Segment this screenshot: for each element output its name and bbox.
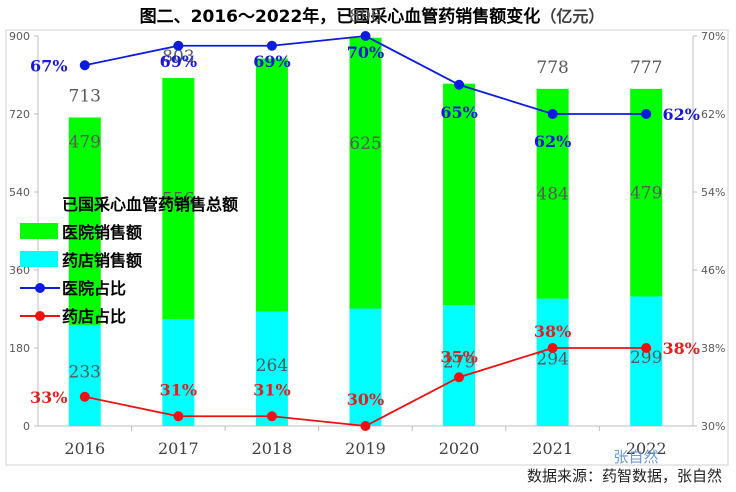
x-tick-label: 2018 (252, 439, 293, 458)
legend-entry-label: 医院占比 (62, 279, 126, 298)
pharmacy-sales-label: 279 (443, 353, 475, 373)
y-left-tick-label: 540 (9, 186, 30, 199)
legend-dot-marker (35, 311, 45, 321)
total-sales-label: 777 (630, 58, 662, 78)
watermark: 张自然 (613, 448, 658, 466)
x-tick-label: 2021 (532, 439, 573, 458)
y-left-tick-label: 180 (9, 342, 30, 355)
bar-pharmacy-sales (68, 325, 101, 426)
pharmacy-sales-label: 294 (536, 349, 568, 369)
bar-hospital-sales (162, 78, 195, 319)
x-tick-label: 2022 (626, 439, 667, 458)
total-sales-label: 896 (349, 7, 381, 27)
y-left-tick-label: 0 (23, 420, 30, 433)
hospital-share-label: 69% (253, 52, 290, 71)
bar-hospital-sales (255, 58, 288, 312)
legend-entry-label: 药店占比 (62, 307, 126, 326)
bar-hospital-sales (536, 88, 569, 299)
pharmacy-share-point (454, 372, 465, 383)
hospital-share-label: 69% (160, 52, 197, 71)
hospital-share-label: 62% (534, 132, 571, 151)
hospital-sales-label: 479 (630, 184, 662, 204)
chart-title: 图二、2016～2022年，已国采心血管药销售额变化（亿元） (140, 6, 605, 27)
chart-title-text: 图二、2016～2022年，已国采心血管药销售额变化 (140, 6, 541, 27)
pharmacy-share-label: 31% (160, 380, 197, 399)
hospital-sales-label: 556 (162, 190, 194, 210)
hospital-share-point (547, 109, 558, 119)
pharmacy-sales-label: 264 (256, 356, 288, 376)
x-tick-label: 2017 (158, 439, 199, 458)
pharmacy-share-label: 38% (662, 339, 699, 358)
hospital-share-label: 67% (30, 56, 67, 75)
x-tick-label: 2019 (345, 439, 386, 458)
y-right-tick-label: 62% (701, 108, 725, 121)
hospital-sales-label: 479 (69, 132, 101, 152)
x-tick-label: 2016 (64, 439, 105, 458)
bar-pharmacy-sales (630, 296, 663, 426)
total-sales-label: 778 (536, 58, 568, 78)
bar-pharmacy-sales (255, 311, 288, 426)
bar-pharmacy-sales (162, 318, 195, 426)
chart-frame (5, 29, 729, 466)
pharmacy-sales-label: 299 (630, 348, 662, 368)
pharmacy-share-label: 31% (253, 380, 290, 399)
bar-pharmacy-sales (536, 298, 569, 426)
y-left-tick-label: 720 (9, 108, 30, 121)
hospital-share-label: 65% (440, 103, 477, 122)
y-left-tick-label: 900 (9, 30, 30, 43)
hospital-sales-label: 484 (536, 185, 568, 205)
y-left-tick-label: 360 (9, 264, 30, 277)
pharmacy-sales-label: 233 (69, 363, 101, 383)
y-right-tick-label: 54% (701, 186, 725, 199)
pharmacy-share-point (360, 421, 371, 431)
hospital-share-point (79, 60, 90, 71)
bar-hospital-sales (630, 88, 663, 297)
pharmacy-share-point (79, 391, 90, 402)
legend-entry-label: 已国采心血管药销售总额 (62, 195, 238, 214)
y-right-tick-label: 30% (701, 420, 725, 433)
legend-swatch (20, 223, 58, 239)
plot-area: 0 180 360 540 720 900 30% 38% 46% 54% 62% 70% 2016 20… (5, 7, 729, 466)
bar-hospital-sales (349, 37, 382, 309)
y-right-tick-label: 46% (701, 264, 725, 277)
hospital-sales-label: 625 (349, 134, 381, 154)
hospital-share-point (641, 109, 652, 119)
hospital-share-point (266, 40, 277, 51)
pharmacy-share-label: 35% (440, 347, 477, 366)
bar-hospital-sales (68, 117, 101, 326)
y-right-tick-label: 38% (701, 342, 725, 355)
pharmacy-share-label: 33% (30, 388, 67, 407)
total-sales-label: 713 (69, 86, 101, 106)
hospital-share-point (173, 40, 184, 51)
pharmacy-share-point (547, 343, 558, 353)
chart-title-unit: （亿元） (540, 7, 604, 26)
total-sales-label: 803 (162, 47, 194, 67)
bar-hospital-sales (443, 83, 476, 306)
pharmacy-share-point (173, 411, 184, 422)
pharmacy-share-label: 30% (347, 390, 384, 409)
legend-entry-label: 医院销售额 (62, 223, 142, 242)
hospital-share-label: 62% (662, 105, 699, 124)
pharmacy-share-point (266, 411, 277, 422)
hospital-share-label: 70% (347, 43, 384, 62)
legend-dot-marker (35, 283, 45, 293)
source-note: 数据来源：药智数据，张自然 (527, 467, 722, 485)
hospital-share-point (360, 31, 371, 41)
pharmacy-share-label: 38% (534, 322, 571, 341)
legend-swatch (20, 251, 58, 267)
bar-pharmacy-sales (349, 308, 382, 426)
bar-pharmacy-sales (443, 305, 476, 426)
hospital-share-point (454, 79, 465, 90)
legend-entry-label: 药店销售额 (62, 251, 142, 270)
y-right-tick-label: 70% (701, 30, 725, 43)
pharmacy-share-point (641, 343, 652, 353)
x-tick-label: 2020 (439, 439, 480, 458)
